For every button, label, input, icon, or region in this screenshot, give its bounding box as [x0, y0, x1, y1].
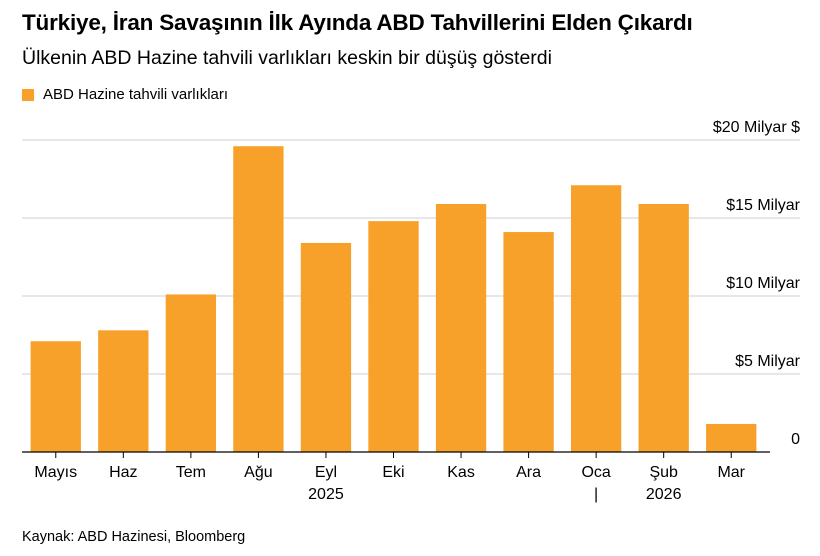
axis-layer — [22, 451, 770, 458]
x-tick-sublabel: 2026 — [646, 486, 682, 503]
bar — [98, 330, 149, 452]
y-tick-label: $5 Milyar — [735, 353, 801, 370]
y-tick-label: 0 — [791, 431, 800, 448]
x-tick-label: Oca — [581, 464, 610, 481]
bar — [503, 232, 554, 452]
chart-title: Türkiye, İran Savaşının İlk Ayında ABD T… — [22, 10, 693, 35]
bar — [435, 203, 487, 452]
bar — [570, 185, 622, 453]
x-tick-label: Kas — [447, 464, 475, 481]
bar — [368, 221, 419, 452]
x-tick-label: Eyl — [315, 464, 337, 481]
x-tick-label: Eki — [382, 464, 404, 481]
x-tick-label: Mar — [717, 464, 745, 481]
x-tick-sublabel: 2025 — [308, 486, 344, 503]
bar-chart: 0 $5 Milyar $10 Milyar $15 Milyar $20 Milyar… — [22, 119, 801, 503]
bar — [233, 146, 284, 453]
bar — [300, 242, 352, 452]
bar — [30, 341, 81, 452]
bar-layer — [30, 146, 757, 453]
x-tick-sublabel: | — [594, 486, 598, 503]
x-tick-label: Ara — [516, 464, 541, 481]
legend-label: ABD Hazine tahvili varlıkları — [43, 86, 229, 103]
y-tick-label: $15 Milyar — [726, 197, 800, 214]
x-tick-label: Ağu — [244, 464, 272, 481]
x-tick-label: Mayıs — [34, 464, 77, 481]
bar — [638, 203, 689, 452]
y-tick-label: $20 Milyar $ — [713, 119, 800, 136]
x-tick-label: Şub — [649, 464, 678, 481]
y-tick-label: $10 Milyar — [726, 275, 800, 292]
bar — [165, 294, 217, 452]
legend-swatch — [22, 88, 34, 101]
label-layer: 0 $5 Milyar $10 Milyar $15 Milyar $20 Milyar… — [34, 119, 800, 503]
legend: ABD Hazine tahvili varlıkları — [22, 86, 228, 103]
x-tick-label: Tem — [176, 464, 206, 481]
x-tick-label: Haz — [109, 464, 137, 481]
chart-subtitle: Ülkenin ABD Hazine tahvili varlıkları ke… — [22, 47, 552, 69]
bar — [706, 423, 757, 452]
source-note: Kaynak: ABD Hazinesi, Bloomberg — [22, 529, 246, 545]
